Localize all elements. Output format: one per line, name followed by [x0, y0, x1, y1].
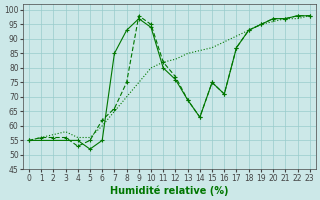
- X-axis label: Humidité relative (%): Humidité relative (%): [110, 185, 228, 196]
